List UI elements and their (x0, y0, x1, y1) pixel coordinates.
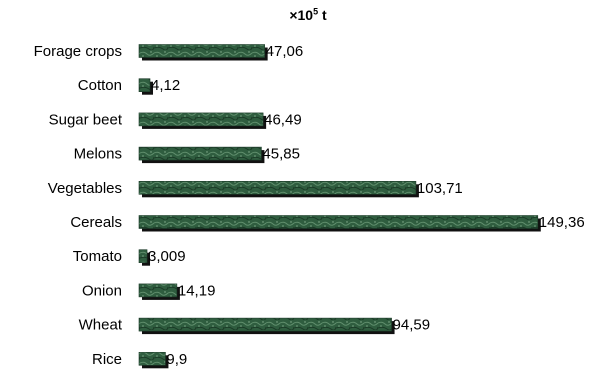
value-label: 46,49 (264, 111, 302, 128)
bar-row: Melons 45,85 (74, 146, 300, 164)
value-label: 9,9 (166, 351, 187, 368)
bar-row: Vegetables 103,71 (48, 180, 463, 198)
bar-row: Cotton 4,12 (78, 77, 180, 95)
category-label: Rice (92, 351, 122, 368)
value-label: 14,19 (178, 282, 216, 299)
bar-row: Cereals 149,36 (70, 214, 585, 232)
bar-row: Wheat 94,59 (79, 317, 430, 335)
category-label: Onion (82, 282, 122, 299)
bar-row: Rice 9,9 (92, 351, 187, 369)
category-label: Tomato (73, 248, 122, 265)
value-label: 103,71 (417, 180, 463, 197)
value-label: 94,59 (393, 317, 431, 334)
bar (138, 44, 265, 58)
value-label: 3,009 (148, 248, 186, 265)
bar (138, 215, 539, 229)
category-label: Wheat (79, 317, 123, 334)
category-label: Melons (74, 146, 122, 163)
bar (138, 78, 151, 92)
category-label: Forage crops (34, 43, 122, 60)
bar-row: Forage crops 47,06 (34, 43, 304, 61)
bar (138, 146, 262, 161)
category-label: Cotton (78, 77, 122, 94)
value-label: 149,36 (539, 214, 585, 231)
bar-row: Sugar beet 46,49 (49, 111, 302, 129)
bar (138, 112, 264, 127)
bar (138, 249, 148, 263)
plot-area: Forage crops 47,06 Cotton 4,12 Sugar beet 46,… (34, 43, 585, 369)
value-label: 47,06 (266, 43, 304, 60)
bar (138, 351, 166, 366)
category-label: Sugar beet (49, 111, 123, 128)
unit-label: ×105 t (0, 6, 616, 25)
bar-row: Onion 14,19 (82, 282, 215, 300)
value-label: 45,85 (262, 146, 300, 163)
unit-suffix: t (318, 6, 327, 23)
category-label: Cereals (70, 214, 122, 231)
bar-row: Tomato 3,009 (73, 248, 186, 266)
unit-prefix: ×10 (289, 6, 314, 23)
unit-exponent: 5 (313, 6, 319, 16)
bar (138, 181, 417, 195)
category-label: Vegetables (48, 180, 122, 197)
bar (138, 283, 178, 298)
bar (138, 317, 392, 332)
value-label: 4,12 (151, 77, 180, 94)
